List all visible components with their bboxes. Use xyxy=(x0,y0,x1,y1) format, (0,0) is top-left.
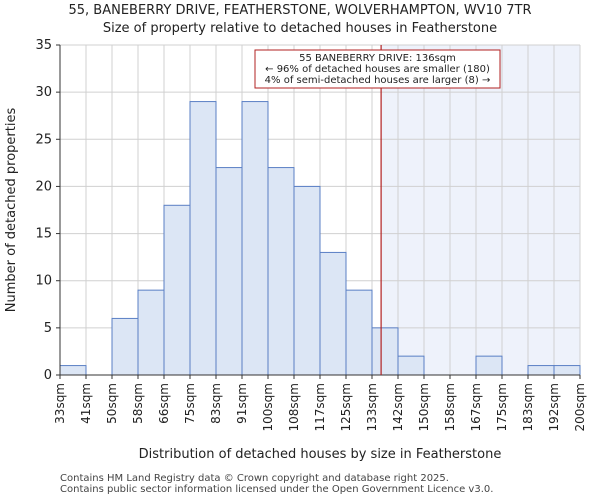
annotation-line-3: 4% of semi-detached houses are larger (8… xyxy=(265,75,491,86)
x-tick-label: 58sqm xyxy=(131,383,145,424)
chart-subtitle: Size of property relative to detached ho… xyxy=(102,21,498,36)
histogram-bar xyxy=(345,289,373,376)
histogram-bar xyxy=(319,251,347,376)
histogram-bar xyxy=(293,185,321,376)
x-tick-label: 150sqm xyxy=(417,383,431,431)
x-tick-label: 91sqm xyxy=(235,383,249,424)
histogram-bar xyxy=(189,101,217,376)
histogram-bar xyxy=(163,204,191,376)
larger-region xyxy=(381,45,580,375)
footer-copyright: Contains HM Land Registry data © Crown c… xyxy=(60,473,449,484)
histogram-bar xyxy=(59,365,87,376)
x-tick-label: 83sqm xyxy=(209,383,223,424)
y-tick-label: 15 xyxy=(35,227,52,242)
y-tick-label: 25 xyxy=(35,132,52,147)
y-tick-label: 0 xyxy=(44,368,52,383)
chart-title: 55, BANEBERRY DRIVE, FEATHERSTONE, WOLVE… xyxy=(68,3,532,18)
x-tick-label: 183sqm xyxy=(521,383,535,431)
x-tick-label: 41sqm xyxy=(79,383,93,424)
annotation-line-2: ← 96% of detached houses are smaller (18… xyxy=(265,64,490,75)
y-tick-label: 10 xyxy=(35,274,52,289)
annotation-line-1: 55 BANEBERRY DRIVE: 136sqm xyxy=(299,53,456,64)
x-tick-label: 158sqm xyxy=(443,383,457,431)
x-tick-label: 75sqm xyxy=(183,383,197,424)
annotation-box xyxy=(254,49,501,89)
y-tick-label: 30 xyxy=(35,85,52,100)
x-tick-label: 66sqm xyxy=(157,383,171,424)
x-tick-label: 167sqm xyxy=(469,383,483,431)
x-tick-label: 192sqm xyxy=(547,383,561,431)
histogram-bar xyxy=(397,355,425,376)
y-tick-label: 35 xyxy=(35,38,52,53)
x-tick-label: 125sqm xyxy=(339,383,353,431)
histogram-bar xyxy=(267,167,295,376)
x-tick-label: 50sqm xyxy=(105,383,119,424)
histogram-bar xyxy=(475,355,503,376)
histogram-bar xyxy=(241,101,269,376)
histogram-bar xyxy=(371,327,399,376)
histogram-bar xyxy=(527,365,555,376)
y-axis-label: Number of detached properties xyxy=(4,108,19,313)
histogram-bar xyxy=(111,317,139,376)
x-tick-label: 200sqm xyxy=(573,383,587,431)
y-tick-label: 20 xyxy=(35,179,52,194)
footer-licence: Contains public sector information licen… xyxy=(60,484,494,495)
x-tick-label: 133sqm xyxy=(365,383,379,431)
x-tick-label: 108sqm xyxy=(287,383,301,431)
x-tick-label: 33sqm xyxy=(53,383,67,424)
x-tick-label: 175sqm xyxy=(495,383,509,431)
x-tick-label: 142sqm xyxy=(391,383,405,431)
histogram-bar xyxy=(553,365,581,376)
x-tick-label: 117sqm xyxy=(313,383,327,431)
histogram-bar xyxy=(137,289,165,376)
histogram-bar xyxy=(215,167,243,376)
y-tick-label: 5 xyxy=(44,321,52,336)
x-axis-label: Distribution of detached houses by size … xyxy=(139,447,502,462)
x-tick-label: 100sqm xyxy=(261,383,275,431)
